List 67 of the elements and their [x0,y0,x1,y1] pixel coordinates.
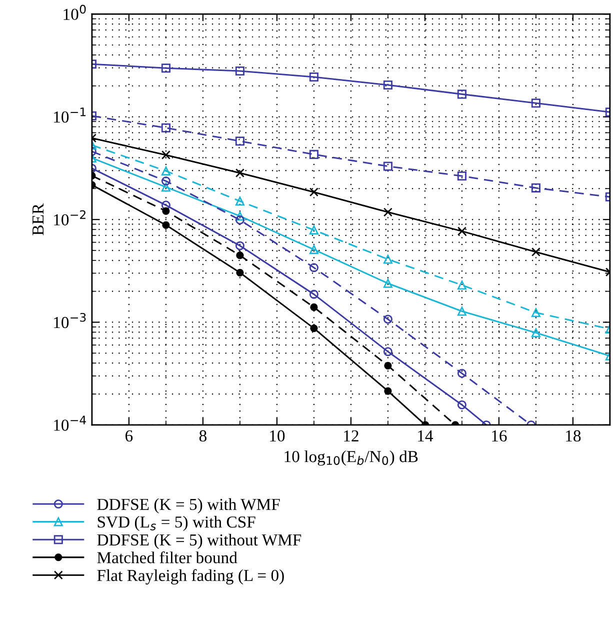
y-tick-label: 10$^{−2}$ [54,210,86,226]
y-tick-label: 10$^{0}$ [64,4,86,20]
point [384,387,392,395]
point [383,278,392,288]
point [235,196,244,206]
point [161,200,170,210]
point [161,176,170,186]
x-tick-label: 18 [566,430,581,442]
point [531,308,540,318]
x-tick-label: 10 [270,430,285,442]
point [162,221,170,229]
x-tick-label: 8 [199,430,206,442]
point [457,400,466,410]
point [309,150,318,159]
point [457,226,466,236]
point [236,268,244,276]
point [235,136,244,146]
legend-label: DDFSE (K = 5) without WMF [97,534,302,549]
point [531,247,540,256]
point [161,123,170,132]
point [309,263,318,272]
x-tick-label: 6 [126,430,133,442]
point [309,188,318,197]
point [235,215,244,224]
point [457,172,466,181]
x-tick-label: 12 [344,430,358,442]
point [161,64,170,73]
point [531,98,540,108]
point [235,212,244,221]
x-tick-label: 16 [492,430,507,442]
point [531,183,540,192]
point [383,208,392,217]
point [309,72,318,82]
y-tick-label: 10$^{−4}$ [54,416,86,431]
point [309,245,318,254]
x-axis-title: 10 log$_{10}$(E$_{b}$/N$_{0}$) dB [284,450,418,466]
point [457,90,466,99]
point [235,168,244,178]
x-tick-label: 14 [418,430,434,442]
point [383,80,392,90]
legend-label: Matched filter bound [97,551,238,564]
point [383,347,392,356]
point [162,207,170,215]
point [383,254,392,264]
point [235,241,244,250]
point [310,324,318,332]
point [235,66,244,76]
point [383,162,392,171]
point [161,166,170,176]
legend-label: Flat Rayleigh fading (L = 0) [97,569,284,585]
y-tick-label: 10$^{−1}$ [54,108,86,123]
y-axis-title: BER [32,203,44,236]
point [384,362,392,370]
point [457,306,466,316]
point [457,280,466,290]
point [457,368,466,378]
point [531,328,540,338]
point [383,314,392,324]
legend-label: DDFSE (K = 5) with WMF [97,498,280,514]
point [161,182,170,192]
point [310,303,318,312]
point [161,150,170,160]
point [309,290,318,299]
legend-label: SVD (L$_{s}$ = 5) with CSF [98,516,256,532]
y-tick-label: 10$^{−3}$ [54,312,86,328]
point [236,252,244,260]
point [309,226,318,235]
